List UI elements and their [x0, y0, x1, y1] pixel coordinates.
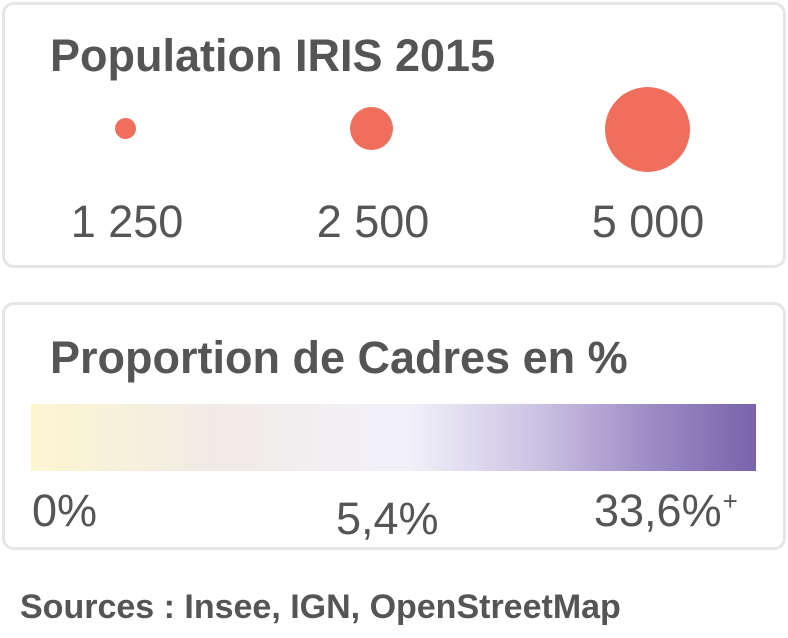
population-legend-title: Population IRIS 2015: [50, 30, 496, 81]
population-circle-large: [605, 87, 690, 172]
scale-label-max-value: 33,6%: [594, 485, 722, 536]
scale-label-max: 33,6%+: [594, 488, 738, 533]
population-size-label: 2 500: [316, 196, 430, 247]
cadres-legend-title: Proportion de Cadres en %: [50, 332, 628, 383]
population-circle-medium: [350, 107, 393, 150]
scale-label-max-suffix: +: [722, 486, 738, 516]
color-gradient-bar: [31, 404, 756, 471]
scale-label-min: 0%: [32, 485, 98, 536]
population-circle-small: [115, 118, 136, 139]
sources-credit: Sources : Insee, IGN, OpenStreetMap: [20, 588, 621, 626]
population-size-label: 1 250: [70, 196, 184, 247]
scale-label-mid: 5,4%: [336, 493, 439, 544]
population-size-label: 5 000: [591, 196, 705, 247]
